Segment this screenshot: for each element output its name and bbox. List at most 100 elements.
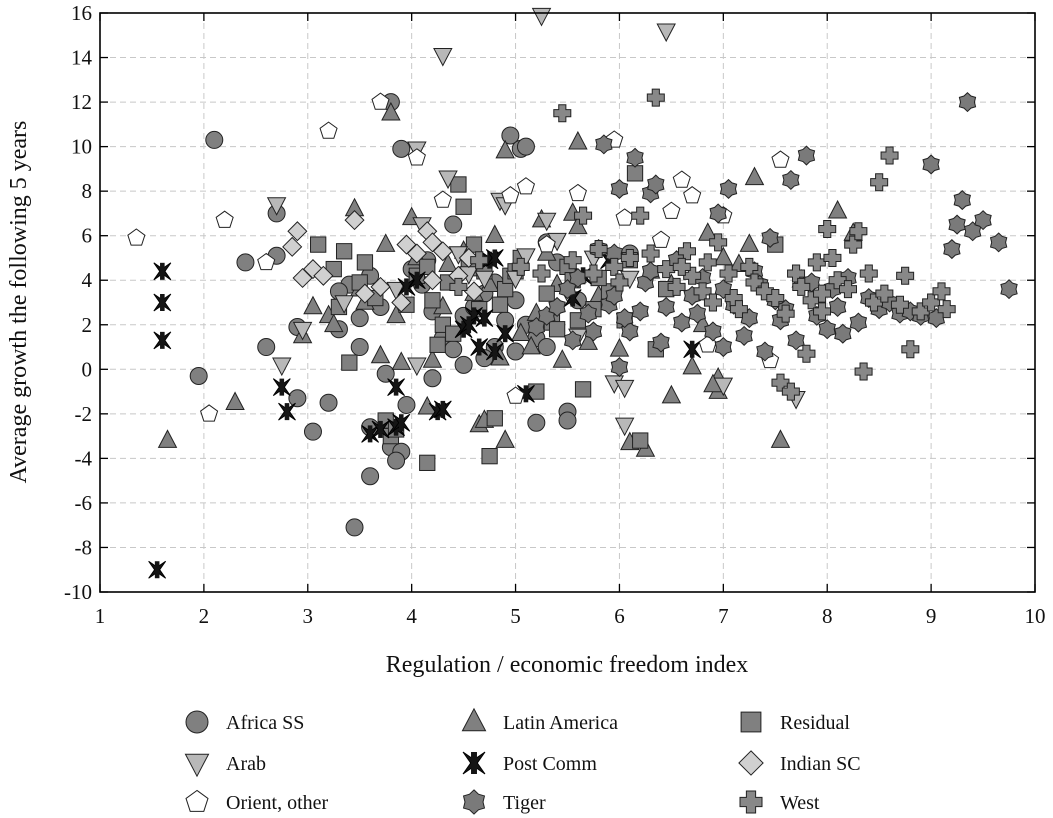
data-point — [527, 413, 546, 432]
data-point — [391, 351, 412, 370]
data-point — [516, 177, 536, 195]
legend-label: West — [780, 792, 820, 814]
data-point — [397, 278, 416, 296]
data-point — [756, 341, 774, 362]
legend-item-latin-america: Latin America — [461, 707, 618, 734]
x-tick-label: 1 — [95, 604, 106, 628]
x-tick-label: 3 — [303, 604, 314, 628]
data-point — [455, 198, 472, 215]
data-point — [501, 126, 520, 145]
data-point — [615, 208, 634, 226]
data-point — [438, 170, 458, 190]
data-point — [558, 411, 577, 430]
data-point — [932, 282, 951, 301]
data-point — [266, 197, 287, 216]
legend-item-arab: Arab — [184, 753, 266, 778]
data-point — [703, 293, 722, 312]
data-point — [568, 130, 588, 150]
data-point — [781, 382, 800, 401]
data-point — [672, 257, 691, 276]
data-point — [424, 292, 441, 309]
data-point — [709, 233, 728, 252]
data-point — [589, 240, 608, 259]
data-point — [854, 362, 873, 381]
x-tick-label: 5 — [510, 604, 521, 628]
legend-item-orient-other: Orient, other — [185, 789, 329, 814]
data-point — [673, 312, 691, 333]
data-point — [688, 303, 707, 324]
data-point — [667, 277, 686, 296]
data-point — [792, 277, 811, 296]
data-point — [334, 295, 354, 314]
data-point — [459, 315, 478, 334]
legend-marker — [740, 711, 762, 733]
data-point — [922, 293, 941, 312]
data-point — [677, 242, 696, 261]
data-point — [537, 235, 556, 253]
data-point — [578, 331, 599, 350]
series-post-comm — [148, 249, 702, 579]
data-point — [278, 402, 296, 421]
data-point — [387, 451, 406, 470]
data-point — [735, 325, 753, 346]
data-point — [553, 104, 572, 123]
data-point — [682, 355, 702, 375]
data-point — [491, 296, 509, 313]
data-point — [729, 300, 748, 319]
data-point — [651, 230, 671, 248]
x-tick-label: 7 — [718, 604, 729, 628]
data-point — [656, 23, 676, 43]
y-tick-label: 12 — [71, 90, 92, 114]
data-point — [319, 121, 338, 139]
legend-label: Tiger — [503, 792, 546, 814]
data-point — [407, 271, 426, 290]
data-point — [495, 139, 515, 159]
y-tick-label: 4 — [82, 268, 93, 292]
data-point — [485, 342, 504, 361]
data-point — [470, 338, 489, 356]
data-point — [563, 330, 582, 351]
data-point — [713, 246, 734, 266]
data-point — [303, 422, 322, 441]
data-point — [609, 337, 630, 357]
data-point — [225, 391, 245, 411]
data-point — [475, 309, 494, 327]
data-point — [375, 233, 396, 252]
data-point — [344, 210, 365, 231]
legend-marker — [462, 751, 486, 775]
data-point — [579, 303, 597, 324]
data-point — [563, 251, 582, 270]
data-point — [438, 253, 458, 272]
data-point — [516, 248, 536, 268]
data-point — [647, 174, 665, 195]
data-point — [422, 270, 443, 291]
x-tick-label: 8 — [822, 604, 833, 628]
data-point — [429, 336, 446, 353]
data-point — [818, 220, 837, 239]
data-point — [407, 357, 427, 377]
data-point — [552, 349, 573, 368]
y-tick-label: -10 — [64, 580, 92, 604]
data-point — [672, 170, 691, 188]
data-point — [444, 340, 463, 359]
data-point — [444, 215, 463, 234]
data-point — [610, 178, 629, 199]
data-point — [189, 366, 208, 385]
data-point — [797, 145, 816, 166]
legend-marker — [185, 789, 209, 812]
data-point — [657, 296, 675, 317]
data-point — [714, 279, 733, 300]
legend-label: Africa SS — [226, 712, 304, 734]
data-point — [200, 404, 219, 422]
data-point — [481, 448, 498, 465]
data-point — [376, 364, 395, 383]
y-tick-label: 14 — [71, 46, 93, 70]
data-point — [683, 186, 702, 204]
data-point — [595, 134, 613, 155]
data-point — [610, 357, 629, 378]
data-point — [474, 270, 495, 290]
data-point — [662, 201, 681, 219]
legend-item-indian-sc: Indian SC — [738, 750, 861, 776]
axis-ticks — [99, 12, 1036, 593]
legend-label: Orient, other — [226, 792, 329, 814]
